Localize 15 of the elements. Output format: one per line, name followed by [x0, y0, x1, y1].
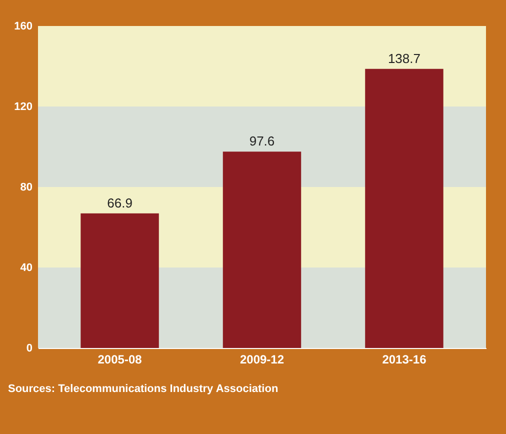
y-tick-label: 40	[20, 262, 32, 274]
x-tick-label: 2005-08	[98, 352, 142, 366]
x-tick-label: 2013-16	[382, 352, 427, 366]
bar	[222, 152, 302, 348]
data-label: 66.9	[107, 195, 132, 210]
source-note: Sources: Telecommunications Industry Association	[8, 383, 278, 395]
y-tick-label: 160	[14, 20, 32, 32]
data-label: 97.6	[249, 134, 275, 149]
data-label: 138.7	[388, 50, 420, 66]
bar	[80, 213, 159, 348]
y-tick-label: 80	[20, 182, 32, 194]
x-tick-label: 2009-12	[240, 352, 284, 366]
y-tick-label: 120	[14, 101, 32, 113]
bar	[365, 68, 444, 348]
y-tick-label: 0	[26, 342, 32, 354]
